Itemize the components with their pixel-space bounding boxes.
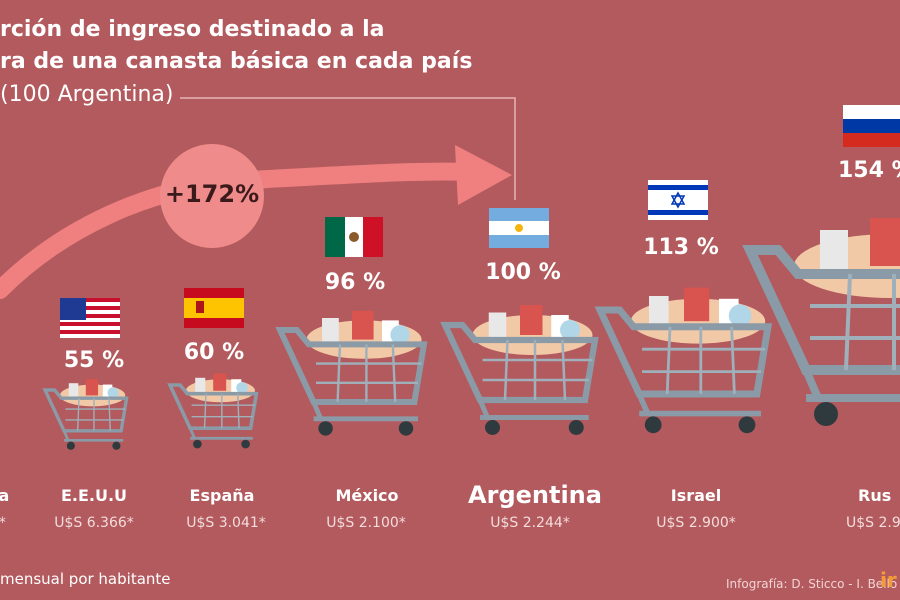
pct-spain: 60 % (183, 340, 245, 365)
price-russia: U$S 2.9 (846, 515, 900, 531)
growth-arrow-head (455, 145, 512, 205)
subtitle-text: 100 Argentina) (8, 82, 174, 107)
country-israel: Israel (670, 486, 722, 505)
growth-badge (160, 144, 264, 248)
price-partial: 0* (0, 515, 10, 531)
country-russia: Rus (858, 486, 892, 505)
country-mexico: México (335, 486, 399, 505)
price-argentina: U$S 2.244* (490, 515, 570, 531)
country-spain: España (189, 486, 255, 505)
argentina-flag-icon (489, 208, 549, 248)
spain-flag-icon (184, 288, 244, 328)
brand-logo: ir (880, 568, 897, 592)
country-usa: E.E.U.U (60, 486, 128, 505)
footer-note: mensual por habitante (0, 570, 171, 588)
pct-mexico: 96 % (324, 270, 386, 295)
cart-mexico (280, 310, 424, 436)
price-usa: U$S 6.366* (54, 515, 134, 531)
cart-usa (43, 379, 129, 452)
infographic-title: rción de ingreso destinado a la ra de un… (0, 14, 472, 78)
pct-argentina: 100 % (485, 260, 561, 285)
cart-israel (600, 287, 768, 434)
pct-israel: 113 % (643, 235, 719, 260)
title-line-2: ra de una canasta básica en cada país (0, 49, 473, 74)
growth-label: +172% (164, 180, 260, 208)
cart-argentina (445, 305, 595, 435)
price-mexico: U$S 2.100* (326, 515, 406, 531)
price-spain: U$S 3.041* (186, 515, 266, 531)
footer-credit: Infografía: D. Sticco - I. Bello (726, 577, 898, 591)
pct-russia: 154 % (838, 158, 900, 183)
usa-flag-icon (60, 298, 120, 338)
country-partial: ra (0, 486, 10, 505)
israel-flag-icon (648, 180, 708, 220)
country-argentina: Argentina (468, 481, 602, 509)
price-israel: U$S 2.900* (656, 515, 736, 531)
subtitle-paren: ( (0, 82, 9, 107)
pct-usa: 55 % (63, 348, 125, 373)
mexico-flag-icon (325, 217, 383, 257)
title-line-1: rción de ingreso destinado a la (0, 17, 385, 42)
infographic-subtitle: (100 Argentina) (0, 82, 173, 107)
cart-spain (168, 373, 259, 451)
cart-russia (750, 218, 900, 426)
connector-line (180, 97, 516, 200)
russia-flag-icon (843, 105, 900, 147)
